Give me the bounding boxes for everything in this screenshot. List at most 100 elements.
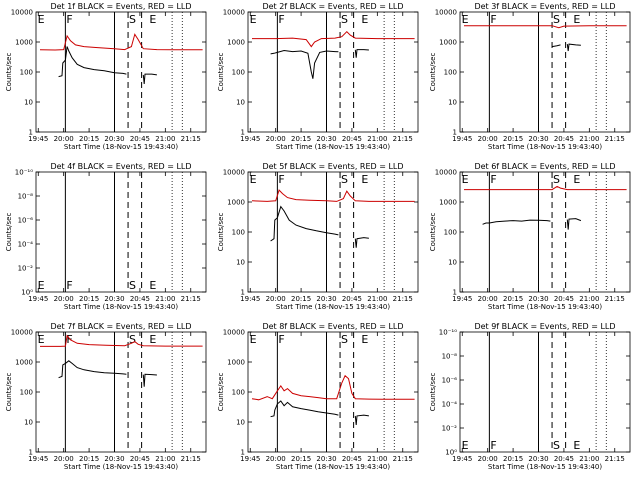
flag-e: E	[250, 173, 257, 186]
y-tick-label: 10000	[223, 9, 245, 17]
y-tick-label: 10	[448, 259, 457, 267]
series-lld-line	[251, 189, 415, 202]
x-tick-label: 20:15	[79, 455, 99, 463]
x-axis-label: Start Time (18-Nov-15 19:43:40)	[64, 143, 178, 151]
y-tick-label: 10⁻¹⁰	[439, 329, 457, 337]
y-tick-label: 10000	[435, 9, 457, 17]
panel-det-9: Det 9f BLACK = Events, RED = LLD 10⁰ 10⁻² 1…	[429, 322, 631, 471]
series-events-line	[552, 44, 561, 48]
panel-det-8: Det 8f BLACK = Events, RED = LLD 1 10 100 10…	[217, 322, 419, 471]
y-tick-label: 10⁻²	[442, 425, 458, 433]
flag-s: S	[553, 173, 560, 186]
x-tick-label: 19:45	[240, 295, 260, 303]
panel-title: Det 6f BLACK = Events, RED = LLD	[474, 162, 615, 171]
plot-frame	[459, 331, 631, 453]
flag-f: F	[278, 173, 284, 186]
x-axis-label: Start Time (18-Nov-15 19:43:40)	[488, 463, 602, 471]
y-tick-label: 10⁻²	[18, 265, 34, 273]
x-tick-label: 19:45	[240, 135, 260, 143]
y-tick-label: 1	[241, 129, 245, 137]
flag-e: E	[462, 173, 469, 186]
y-tick-label: 1000	[439, 199, 457, 207]
x-tick-label: 20:45	[130, 135, 150, 143]
y-tick-label: 100	[20, 389, 33, 397]
series-lld-line	[464, 185, 627, 191]
x-tick-label: 20:00	[478, 135, 498, 143]
x-tick-label: 20:30	[528, 455, 548, 463]
series-lld-line	[251, 374, 415, 401]
flag-f: F	[66, 13, 72, 26]
y-tick-label: 1000	[227, 39, 245, 47]
flag-e: E	[462, 439, 469, 452]
x-tick-label: 20:00	[54, 455, 74, 463]
x-tick-label: 20:15	[503, 455, 523, 463]
x-tick-label: 20:30	[104, 295, 124, 303]
plot-frame	[35, 11, 207, 133]
x-tick-label: 19:45	[452, 295, 472, 303]
panel-det-2: Det 2f BLACK = Events, RED = LLD 1 10 100 10…	[217, 2, 419, 151]
y-tick-label: 10	[24, 419, 33, 427]
plot-frame	[459, 11, 631, 133]
plot-frame	[247, 171, 419, 293]
x-tick-label: 20:45	[554, 135, 574, 143]
x-tick-label: 21:00	[367, 455, 387, 463]
x-tick-label: 21:00	[367, 295, 387, 303]
flag-s: S	[341, 333, 348, 346]
x-axis-label: Start Time (18-Nov-15 19:43:40)	[488, 143, 602, 151]
panel-det-1: Det 1f BLACK = Events, RED = LLD 1 10 100 10…	[5, 2, 207, 151]
y-tick-label: 10	[24, 99, 33, 107]
y-tick-label: 10⁻⁴	[442, 401, 458, 409]
x-tick-label: 21:00	[579, 455, 599, 463]
flag-s: S	[341, 173, 348, 186]
y-tick-label: 1	[29, 129, 33, 137]
y-tick-label: 1000	[227, 359, 245, 367]
y-tick-label: 1000	[15, 39, 33, 47]
x-tick-label: 20:00	[478, 295, 498, 303]
x-tick-label: 20:30	[528, 295, 548, 303]
x-tick-label: 19:45	[28, 455, 48, 463]
panel-title: Det 8f BLACK = Events, RED = LLD	[262, 322, 403, 331]
y-tick-label: 1	[453, 129, 457, 137]
y-tick-label: 1000	[15, 359, 33, 367]
flag-s: S	[129, 13, 136, 26]
panel-title: Det 1f BLACK = Events, RED = LLD	[50, 2, 191, 11]
flag-f: F	[66, 333, 72, 346]
x-tick-label: 20:45	[130, 455, 150, 463]
x-tick-label: 20:45	[342, 455, 362, 463]
y-axis-label: Counts/sec	[429, 53, 437, 92]
flag-e: E	[38, 279, 45, 292]
x-tick-label: 20:30	[316, 455, 336, 463]
y-tick-label: 10⁻¹⁰	[15, 169, 33, 177]
x-tick-label: 19:45	[240, 455, 260, 463]
x-tick-label: 19:45	[28, 135, 48, 143]
y-tick-label: 10000	[223, 329, 245, 337]
series-lld-line	[40, 334, 203, 347]
series-lld-line	[39, 33, 203, 51]
panel-title: Det 2f BLACK = Events, RED = LLD	[262, 2, 403, 11]
y-tick-label: 10	[448, 99, 457, 107]
x-tick-label: 21:00	[155, 135, 175, 143]
x-tick-label: 21:15	[181, 135, 201, 143]
panel-title: Det 3f BLACK = Events, RED = LLD	[474, 2, 615, 11]
y-tick-label: 10⁻⁶	[18, 217, 34, 225]
panel-title: Det 9f BLACK = Events, RED = LLD	[474, 322, 615, 331]
series-lld-line	[464, 25, 627, 29]
x-tick-label: 20:15	[79, 295, 99, 303]
y-axis-label: Counts/sec	[217, 53, 225, 92]
flag-e: E	[361, 13, 368, 26]
x-tick-label: 20:15	[503, 295, 523, 303]
series-events-line	[270, 205, 339, 242]
series-events-line	[142, 73, 157, 84]
y-tick-label: 100	[232, 69, 245, 77]
panel-det-3: Det 3f BLACK = Events, RED = LLD 1 10 100 10…	[429, 2, 631, 151]
flag-e: E	[38, 13, 45, 26]
y-tick-label: 100	[232, 229, 245, 237]
series-events-line	[354, 414, 369, 425]
y-tick-label: 1000	[227, 199, 245, 207]
panel-det-5: Det 5f BLACK = Events, RED = LLD 1 10 100 10…	[217, 162, 419, 311]
x-tick-label: 21:15	[393, 135, 413, 143]
series-events-line	[566, 218, 582, 230]
x-tick-label: 20:30	[528, 135, 548, 143]
x-tick-label: 21:15	[181, 455, 201, 463]
